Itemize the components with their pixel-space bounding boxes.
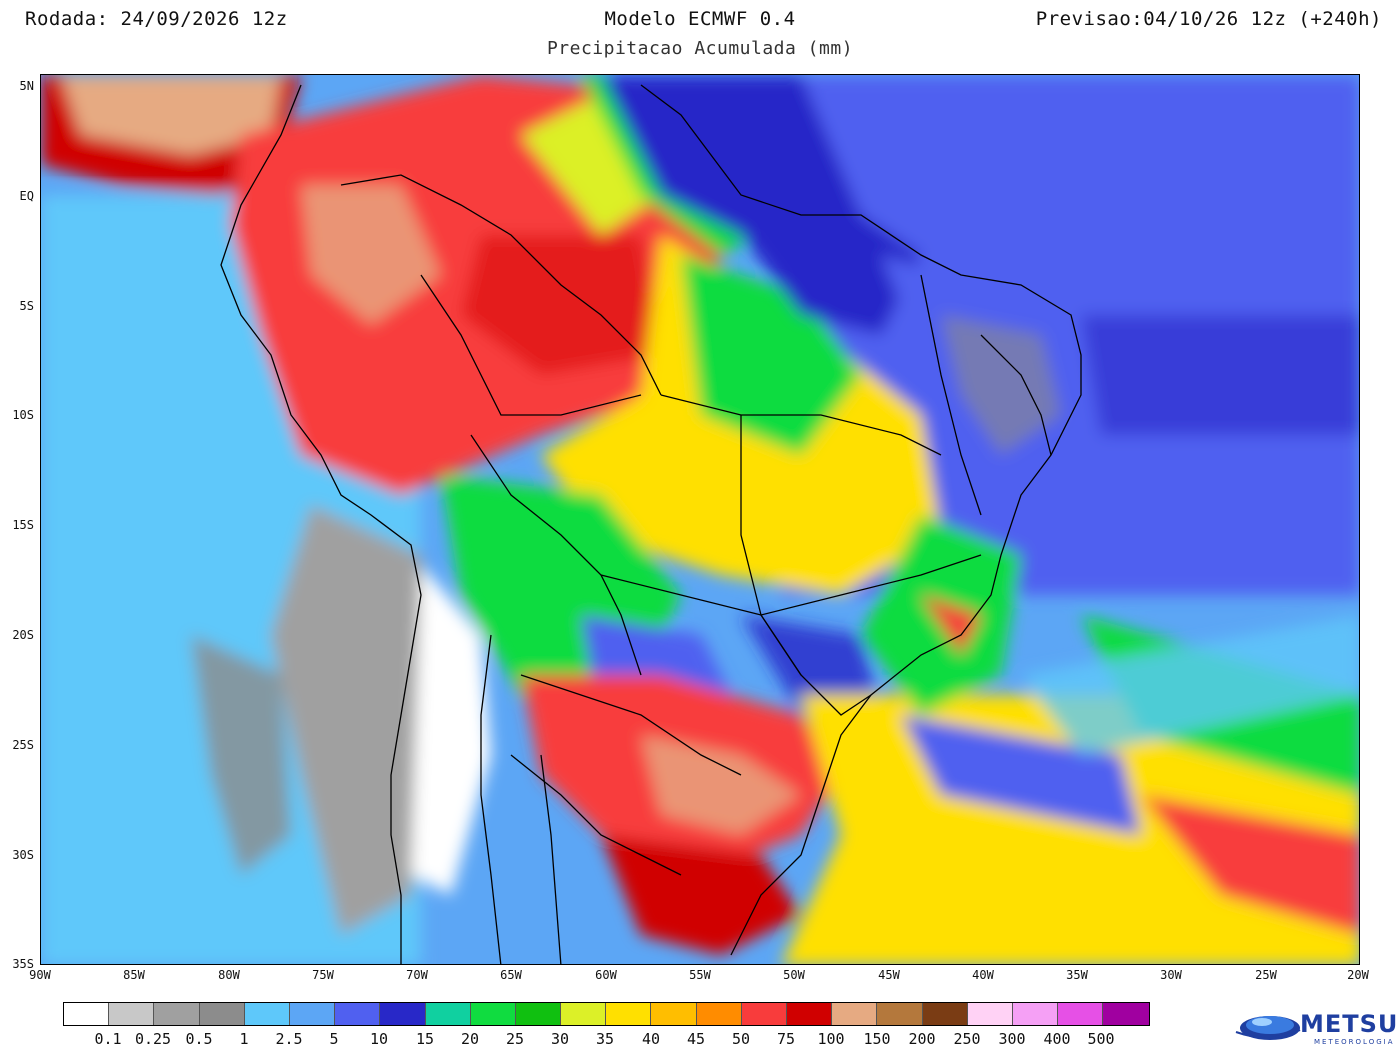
colorbar-tick: 0.5 [185, 1030, 213, 1048]
colorbar-swatch [335, 1003, 381, 1025]
colorbar-tick: 30 [550, 1030, 570, 1048]
colorbar-tick: 45 [686, 1030, 706, 1048]
lon-label-40w: 40W [972, 968, 994, 982]
logo-subtitle: METEOROLOGIA [1314, 1038, 1395, 1046]
lon-label-50w: 50W [783, 968, 805, 982]
colorbar-swatch [470, 1003, 516, 1025]
lat-label-25s: 25S [12, 738, 34, 752]
colorbar-tick: 20 [460, 1030, 480, 1048]
lon-label-60w: 60W [595, 968, 617, 982]
colorbar-tick: 10 [369, 1030, 389, 1048]
colorbar-tick: 50 [731, 1030, 751, 1048]
lon-label-80w: 80W [218, 968, 240, 982]
lat-label-35s: 35S [12, 957, 34, 971]
colorbar-swatch [1058, 1003, 1104, 1025]
colorbar-swatch [1012, 1003, 1059, 1025]
colorbar-swatch [606, 1003, 652, 1025]
lon-label-85w: 85W [123, 968, 145, 982]
colorbar-tick: 40 [641, 1030, 661, 1048]
run-time-label: Rodada: 24/09/2026 12z [25, 8, 288, 30]
lon-label-25w: 25W [1255, 968, 1277, 982]
forecast-time-label: Previsao:04/10/26 12z (+240h) [1035, 8, 1382, 30]
colorbar-swatch [289, 1003, 336, 1025]
lat-label-10s: 10S [12, 408, 34, 422]
colorbar-swatch [1103, 1003, 1149, 1025]
colorbar-tick: 2.5 [275, 1030, 303, 1048]
colorbar-swatch [787, 1003, 833, 1025]
colorbar-swatch [199, 1003, 245, 1025]
colorbar-tick: 150 [863, 1030, 891, 1048]
model-name-label: Modelo ECMWF 0.4 [604, 8, 796, 30]
lat-label-15s: 15S [12, 518, 34, 532]
colorbar-swatch [244, 1003, 290, 1025]
colorbar-swatch [922, 1003, 968, 1025]
colorbar-tick: 300 [998, 1030, 1026, 1048]
colorbar-tick: 500 [1087, 1030, 1115, 1048]
colorbar-tick: 1 [239, 1030, 249, 1048]
colorbar-swatch [109, 1003, 155, 1025]
lon-label-55w: 55W [689, 968, 711, 982]
lat-label-30s: 30S [12, 848, 34, 862]
lon-label-45w: 45W [878, 968, 900, 982]
metsul-logo: METSUL METEOROLOGIA [1232, 1008, 1400, 1048]
lon-label-65w: 65W [500, 968, 522, 982]
colorbar-tick: 250 [953, 1030, 981, 1048]
colorbar-tick: 35 [595, 1030, 615, 1048]
colorbar-tick: 25 [505, 1030, 525, 1048]
colorbar-swatch [425, 1003, 471, 1025]
colorbar-swatch [696, 1003, 742, 1025]
map-subtitle: Precipitacao Acumulada (mm) [546, 38, 854, 59]
lon-label-90w: 90W [29, 968, 51, 982]
colorbar-tick: 200 [908, 1030, 936, 1048]
precipitation-colorbar [63, 1002, 1150, 1026]
colorbar-swatch [515, 1003, 562, 1025]
lon-label-75w: 75W [312, 968, 334, 982]
lat-label-eq: EQ [19, 189, 34, 203]
colorbar-tick: 100 [817, 1030, 845, 1048]
precipitation-field [41, 75, 1359, 964]
colorbar-tick: 75 [776, 1030, 796, 1048]
colorbar-tick: 0.25 [134, 1030, 172, 1048]
lon-label-70w: 70W [406, 968, 428, 982]
lon-label-20w: 20W [1347, 968, 1369, 982]
lat-label-5n: 5N [19, 79, 34, 93]
lon-label-30w: 30W [1160, 968, 1182, 982]
precipitation-map [40, 74, 1360, 965]
colorbar-swatch [832, 1003, 878, 1025]
colorbar-tick: 400 [1043, 1030, 1071, 1048]
logo-name: METSUL [1300, 1010, 1400, 1038]
colorbar-swatch [154, 1003, 200, 1025]
colorbar-swatch [967, 1003, 1013, 1025]
colorbar-swatch [380, 1003, 426, 1025]
colorbar-swatch [877, 1003, 923, 1025]
lon-label-35w: 35W [1066, 968, 1088, 982]
colorbar-tick: 0.1 [94, 1030, 122, 1048]
colorbar-tick: 15 [415, 1030, 435, 1048]
lat-label-20s: 20S [12, 628, 34, 642]
colorbar-swatch [64, 1003, 110, 1025]
colorbar-swatch [741, 1003, 787, 1025]
globe-icon [1235, 1016, 1301, 1040]
colorbar-swatch [561, 1003, 607, 1025]
colorbar-tick: 5 [329, 1030, 339, 1048]
lat-label-5s: 5S [19, 299, 34, 313]
colorbar-swatch [651, 1003, 697, 1025]
